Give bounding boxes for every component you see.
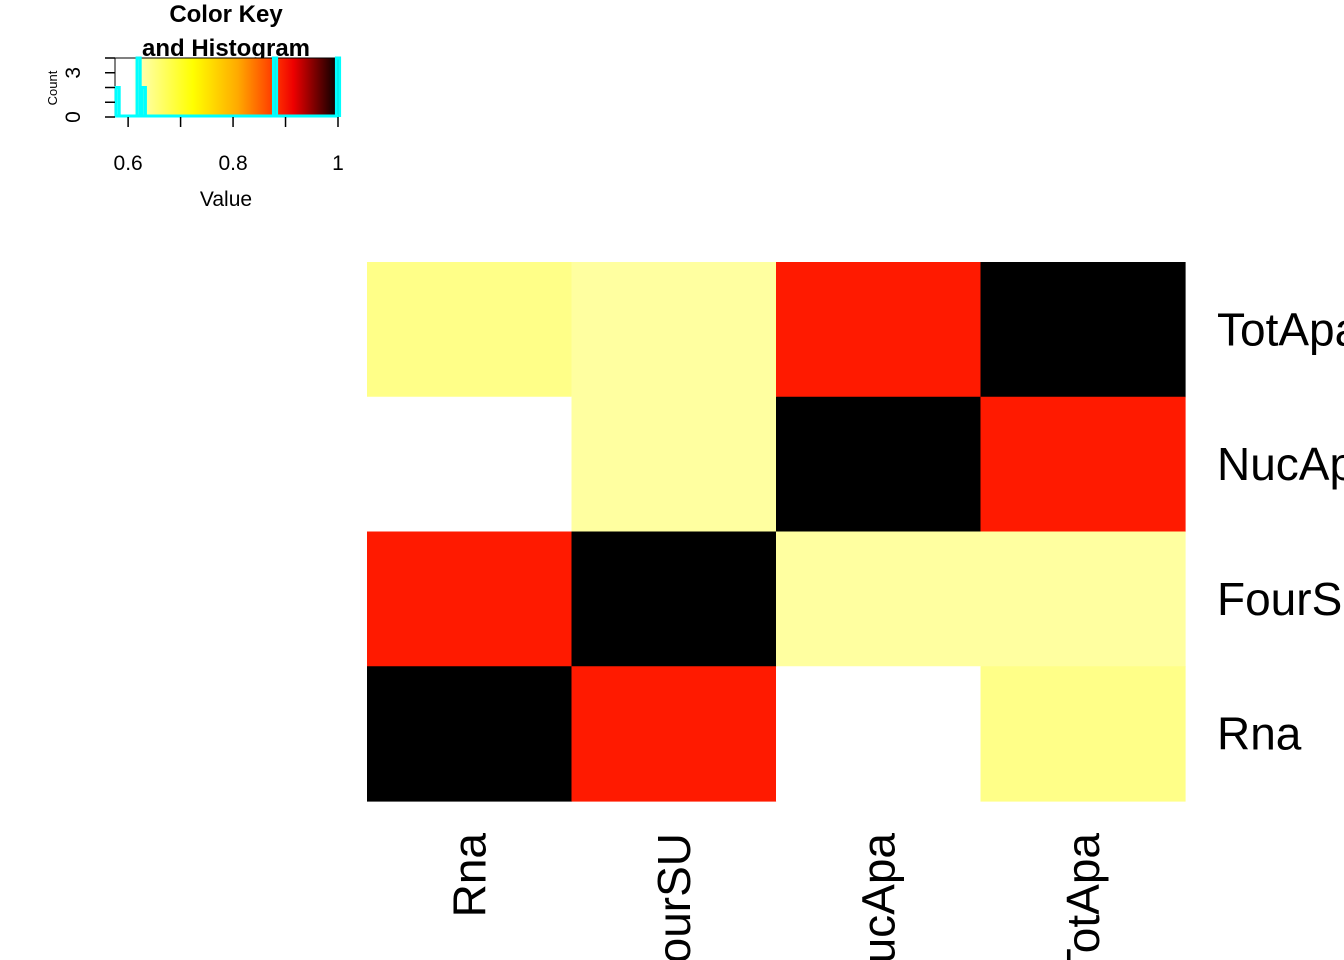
column-label: Rna: [443, 833, 495, 918]
key-x-tick-label: 1: [332, 152, 344, 175]
histogram-bar: [135, 56, 142, 117]
heatmap-cell: [571, 531, 777, 667]
histogram-bar: [114, 86, 121, 117]
key-x-tick-label: 0.8: [218, 152, 247, 175]
column-labels: Rna FourSU NucApa TotApa: [443, 833, 1109, 960]
row-label: FourSU: [1217, 573, 1344, 625]
heatmap-cells: [367, 262, 1186, 802]
color-key-axes: 0.6 0.8 1 0 3: [62, 57, 344, 175]
column-label: FourSU: [648, 833, 700, 960]
heatmap-cell: [980, 396, 1186, 533]
key-y-tick-label: 3: [62, 67, 85, 79]
row-label: TotApa: [1217, 303, 1344, 355]
row-label: NucApa: [1217, 438, 1344, 490]
heatmap-cell: [776, 396, 982, 533]
histogram-bar: [334, 56, 342, 117]
heatmap-cell: [571, 396, 777, 533]
column-label: TotApa: [1057, 833, 1109, 960]
color-key-xlabel: Value: [200, 188, 252, 211]
heatmap-cell: [980, 531, 1186, 667]
heatmap-cell: [367, 531, 573, 667]
heatmap-cell: [571, 666, 777, 802]
heatmap-cell: [980, 262, 1186, 398]
heatmap-cell: [367, 666, 573, 802]
color-key: Color Key and Histogram 0.6 0.8 103 Value …: [45, 1, 344, 211]
row-labels: TotApa NucApa FourSU Rna: [1217, 303, 1344, 759]
row-label: Rna: [1217, 708, 1302, 760]
color-key-histogram: [114, 56, 342, 118]
color-key-title-line1: Color Key: [169, 1, 283, 28]
heatmap-cell: [367, 262, 573, 398]
heatmap-cell: [571, 262, 777, 398]
heatmap-cell: [367, 396, 573, 533]
key-x-tick-label: 0.6: [114, 152, 143, 175]
key-y-tick-label: 0: [62, 111, 85, 123]
heatmap-cell: [776, 262, 982, 398]
heatmap-cell: [776, 531, 982, 667]
histogram-bar: [271, 56, 279, 117]
heatmap-cell: [776, 666, 982, 802]
column-label: NucApa: [852, 833, 904, 960]
color-key-ylabel: Count: [45, 70, 60, 105]
histogram-bar: [140, 86, 147, 117]
color-key-gradient: [114, 57, 339, 118]
heatmap-cell: [980, 666, 1186, 802]
